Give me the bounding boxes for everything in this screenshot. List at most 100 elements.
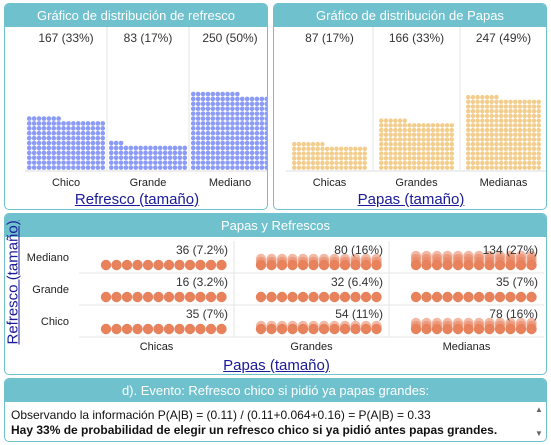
dot [264, 121, 267, 126]
dot [315, 165, 320, 170]
dot [210, 160, 216, 165]
dot [75, 140, 81, 146]
dot [46, 155, 52, 161]
dot [195, 140, 201, 146]
dot [36, 145, 42, 151]
dot [296, 146, 302, 152]
dot [254, 165, 260, 170]
dot [264, 126, 267, 131]
dot [360, 323, 372, 335]
dot [230, 145, 235, 151]
dot [138, 155, 143, 161]
dot [320, 151, 325, 156]
cell-grande-grandes[interactable] [255, 291, 382, 303]
bar-grandes[interactable] [379, 118, 454, 170]
dot [421, 156, 426, 161]
dot [480, 146, 485, 152]
dot [426, 123, 431, 128]
dot [249, 145, 255, 151]
dot [505, 291, 516, 303]
dot [249, 135, 255, 141]
dot [318, 323, 330, 335]
dot [220, 145, 225, 151]
scroll-down-icon[interactable]: ▼ [535, 429, 543, 438]
dot [244, 101, 250, 107]
dot [177, 165, 183, 170]
scroll-up-icon[interactable]: ▲ [535, 405, 543, 414]
dot [90, 160, 96, 165]
bar-mediano[interactable] [190, 91, 268, 170]
dot [513, 160, 518, 166]
dot [264, 116, 267, 121]
dot [320, 160, 325, 166]
dot [379, 146, 384, 152]
cell-mediano-medianas[interactable] [410, 250, 537, 271]
dot [473, 259, 485, 271]
dot [249, 160, 255, 165]
dot [513, 109, 518, 114]
dot [397, 127, 403, 133]
dot [56, 165, 61, 170]
dot [205, 150, 211, 156]
dot [484, 323, 495, 335]
dot [421, 132, 426, 137]
dot [329, 259, 340, 271]
dot [536, 109, 541, 114]
dot [435, 165, 440, 170]
dot [235, 126, 240, 131]
dot [200, 126, 206, 131]
dot [172, 165, 178, 170]
cell-mediano-grandes[interactable] [255, 253, 382, 271]
dot [75, 165, 81, 170]
papas-axis-title[interactable]: Papas (tamaño) [357, 191, 465, 208]
dot [210, 135, 216, 141]
dot [108, 145, 114, 151]
dot [503, 132, 509, 137]
category-label: Grande [130, 177, 167, 189]
dot [132, 323, 143, 335]
dot [397, 156, 403, 161]
bar-chico[interactable] [26, 116, 106, 170]
bar-medianas[interactable] [466, 94, 541, 170]
dot [475, 146, 480, 152]
dot [470, 165, 476, 170]
dot [531, 109, 537, 114]
cross-x-axis-title[interactable]: Papas (tamaño) [223, 357, 330, 374]
dot [205, 96, 211, 102]
dot [266, 323, 277, 335]
dot [494, 118, 499, 123]
dot [435, 156, 440, 161]
dot [266, 259, 277, 271]
dot [498, 137, 504, 142]
cell-chico-medianas[interactable] [410, 317, 537, 335]
cell-mediano-chicas[interactable] [100, 259, 227, 271]
dot [292, 146, 297, 152]
dot [132, 291, 143, 303]
dot [184, 291, 196, 303]
dot [195, 145, 201, 151]
dot [61, 130, 66, 136]
dot [388, 132, 393, 137]
dot [452, 291, 464, 303]
refresco-axis-title[interactable]: Refresco (tamaño) [74, 191, 200, 208]
dot [353, 156, 358, 161]
cell-grande-medianas[interactable] [410, 291, 537, 303]
dot [536, 118, 541, 123]
dot [259, 150, 265, 156]
dot [264, 150, 267, 156]
dot [190, 140, 196, 146]
cell-grande-chicas[interactable] [100, 291, 227, 303]
bar-grande[interactable] [108, 140, 188, 170]
dot [393, 165, 398, 170]
cell-chico-grandes[interactable] [255, 320, 382, 335]
column-label: Chicas [140, 341, 174, 353]
dot [301, 156, 306, 161]
dot [210, 150, 216, 156]
bar-chicas[interactable] [292, 141, 367, 170]
dot [182, 150, 188, 156]
dot [235, 121, 240, 126]
cross-y-axis-title[interactable]: Refresco (tamaño) [4, 220, 22, 345]
cell-chico-chicas[interactable] [100, 323, 227, 335]
dot [36, 150, 42, 156]
dot [287, 259, 298, 271]
